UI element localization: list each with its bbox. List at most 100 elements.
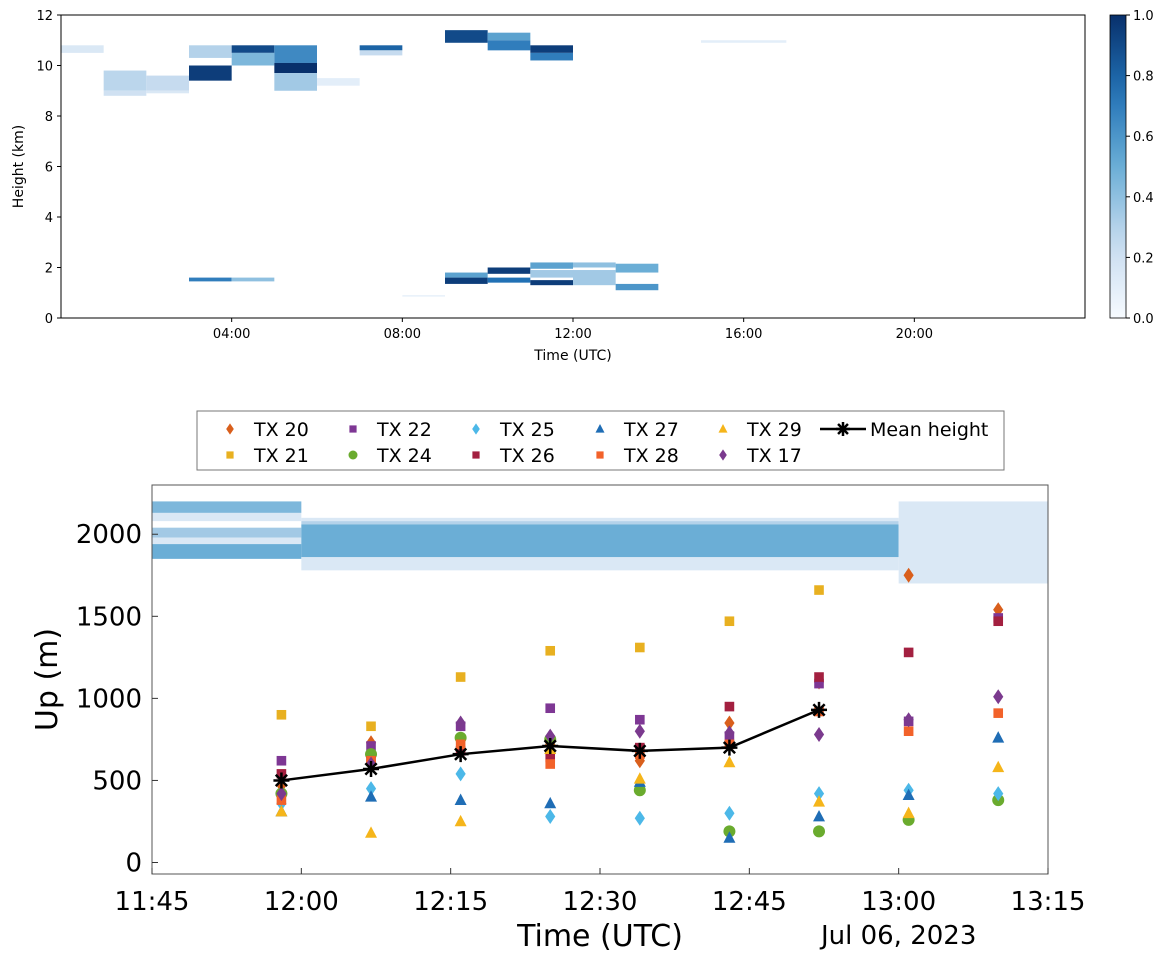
heatmap-cell [615,263,659,273]
legend-label: Mean height [870,419,988,441]
heatmap-cell [445,30,488,43]
heatmap-cell [359,45,403,51]
series-tx-21 [276,585,824,732]
heatmap-cell [274,73,317,91]
data-point [813,809,826,822]
legend-label: TX 27 [623,419,679,441]
heatmap-cell [189,277,232,282]
legend-label: TX 22 [376,419,432,441]
data-point [545,703,556,714]
data-point [363,760,380,777]
heatmap-cell [530,280,573,286]
heatmap-cell [359,50,403,56]
data-point [633,784,646,797]
y-tick-label: 1500 [76,602,142,632]
data-point [634,723,645,739]
data-point [275,805,288,817]
legend-label: TX 28 [623,445,679,467]
data-point [366,721,376,732]
legend-box [196,410,1005,471]
heatmap-cell [317,78,360,86]
data-point [631,742,648,759]
background-band [152,544,302,559]
x-tick-label: 12:30 [563,887,638,917]
y-tick-label: 4 [45,211,53,226]
data-point [814,678,824,689]
legend: TX 20 TX 22 TX 25 TX 27 TX 29 Mean height TX 2… [196,410,1005,471]
y-tick-label: 1000 [76,684,142,714]
legend-marker [349,425,357,433]
data-point [993,786,1004,802]
colorbar-tick-label: 0.6 [1133,130,1154,145]
colorbar-tick-label: 1.0 [1133,9,1154,24]
heatmap-cell [189,65,232,81]
legend-marker [836,422,850,436]
background-band [152,501,302,513]
heatmap-cell [274,62,317,74]
data-point [721,739,738,756]
data-point [993,689,1004,705]
data-point [813,825,826,838]
colorbar-tick-label: 0.2 [1133,251,1154,266]
heatmap-cell [146,90,189,94]
data-point [813,786,825,802]
data-point [811,701,828,718]
data-point [542,737,559,754]
legend-marker [226,451,234,459]
x-tick-label: 08:00 [384,327,421,342]
legend-marker [226,423,234,435]
data-point [276,755,287,766]
colorbar-tick-label: 0.4 [1133,191,1154,206]
data-point [635,642,645,653]
series-mean-height [273,701,828,789]
heatmap-cell [487,267,531,274]
heatmap-cell [530,45,573,53]
data-point [635,714,645,725]
x-tick-label: 16:00 [725,327,762,342]
x-tick-label: 12:15 [413,887,488,917]
data-point [633,772,646,784]
colorbar [1109,14,1127,319]
y-tick-label: 2000 [76,520,142,550]
background-bands [152,501,1048,584]
data-point [724,701,735,712]
data-point [454,793,467,805]
heatmap-cell [146,75,189,91]
colorbar-tick-label: 0.8 [1133,70,1154,85]
y-tick-label: 2 [45,262,53,277]
legend-marker [348,450,358,460]
data-point [455,766,466,782]
background-band [152,527,302,538]
data-point [723,831,736,843]
heatmap-cell [103,90,147,96]
data-point [724,725,735,741]
data-point [545,759,556,769]
data-point [455,672,466,682]
y-axis-label: Up (m) [30,628,65,731]
data-point [724,715,735,731]
legend-label: TX 21 [253,445,309,467]
data-point [454,814,467,827]
x-tick-label: 12:00 [554,327,591,342]
data-point [814,585,824,595]
data-point [276,709,287,720]
legend-marker [596,451,604,459]
legend-label: TX 25 [499,419,555,441]
y-tick-label: 8 [45,110,53,125]
heatmap-cell [445,272,488,278]
x-axis-label: Time (UTC) [533,348,611,364]
data-point [365,790,378,802]
heatmap-cell [573,270,616,286]
data-point [544,796,557,809]
data-point [903,647,914,658]
heatmap-cell [61,45,104,53]
data-point [545,752,556,763]
legend-label: TX 26 [499,445,555,467]
legend-label: TX 20 [253,419,309,441]
data-point [365,826,378,838]
y-axis-label: Height (km) [11,125,27,208]
heatmap-cell [231,277,275,282]
data-point [993,708,1004,718]
background-band [898,501,1048,584]
